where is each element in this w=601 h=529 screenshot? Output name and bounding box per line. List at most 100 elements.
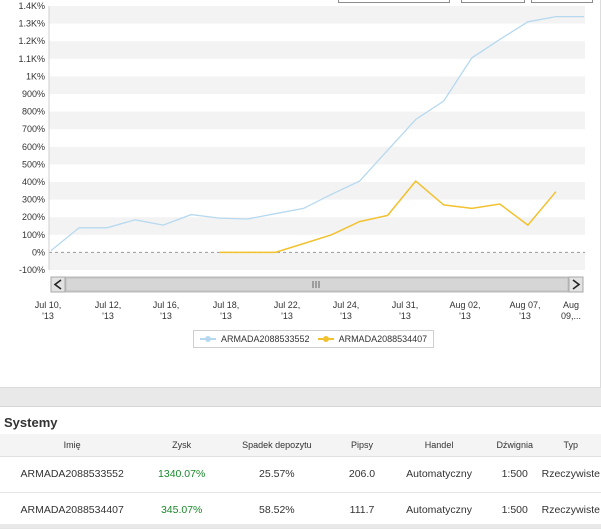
- zoom-button[interactable]: [461, 0, 525, 3]
- x-tick-label: Aug 02, '13: [449, 300, 480, 321]
- y-tick-label: 100%: [22, 230, 45, 240]
- series-line-1[interactable]: [50, 15, 584, 252]
- plot-band: [49, 6, 585, 24]
- legend-label: ARMADA2088533552: [221, 334, 310, 344]
- plot-band: [49, 111, 585, 130]
- system-profit: 345.07%: [160, 504, 203, 516]
- x-tick-label-line: Jul 12,: [95, 300, 122, 310]
- system-profit: 1340.07%: [158, 468, 206, 480]
- system-name[interactable]: ARMADA2088533552: [20, 468, 124, 480]
- chart-legend: ARMADA2088533552 ARMADA2088534407: [193, 330, 435, 348]
- y-tick-label: -100%: [19, 265, 45, 275]
- y-tick-label: 200%: [22, 212, 45, 222]
- navigator-scrollbar[interactable]: [50, 276, 584, 293]
- y-tick-label: 1.4K%: [18, 1, 45, 11]
- column-header-leverage[interactable]: Dźwignia: [488, 434, 541, 457]
- column-header-type[interactable]: Typ: [540, 434, 601, 457]
- y-tick-label: 1.2K%: [18, 36, 45, 46]
- x-tick-label: Jul 24, '13: [333, 300, 360, 321]
- chevron-right-icon: [572, 279, 581, 290]
- y-tick-label: 300%: [22, 195, 45, 205]
- x-tick-label-line: '13: [459, 311, 471, 321]
- system-name[interactable]: ARMADA2088534407: [20, 504, 124, 516]
- x-tick-label-line: 09,...: [561, 311, 581, 321]
- x-tick-label-line: '13: [281, 311, 293, 321]
- legend-swatch-dot: [322, 336, 329, 342]
- system-type: Rzeczywiste: [541, 504, 600, 516]
- scroll-thumb[interactable]: [65, 277, 569, 292]
- systems-panel: Systemy Imię Zysk Spadek depozytu Pipsy …: [0, 406, 601, 528]
- y-tick-label: 1K%: [26, 71, 45, 81]
- y-tick-label: 1.1K%: [18, 54, 45, 64]
- column-header-pips[interactable]: Pipsy: [334, 434, 390, 457]
- x-tick-label-line: Jul 18,: [213, 300, 240, 310]
- series-line-2[interactable]: [219, 180, 557, 254]
- system-pips: 111.7: [349, 504, 375, 516]
- y-tick-label: 600%: [22, 142, 45, 152]
- system-trading: Automatyczny: [406, 504, 473, 516]
- x-tick-label-line: Aug: [563, 300, 579, 310]
- x-tick-label: Jul 16, '13: [153, 300, 180, 321]
- plot-band: [49, 252, 585, 270]
- x-tick-label-line: '13: [340, 311, 352, 321]
- x-tick-label: Jul 22, '13: [274, 300, 301, 321]
- x-tick-label-line: '13: [220, 311, 232, 321]
- x-tick-label-line: Jul 10,: [35, 300, 62, 310]
- x-tick-label-line: '13: [160, 311, 172, 321]
- chart-panel: 1.4K% 1.3K% 1.2K% 1.1K% 1K% 900% 800% 700% 600% 5…: [0, 0, 601, 388]
- system-pips: 206.0: [348, 468, 376, 480]
- plot-band: [49, 182, 585, 200]
- plot-band: [49, 146, 585, 165]
- chevron-left-icon: [53, 279, 62, 290]
- growth-chart: 1.4K% 1.3K% 1.2K% 1.1K% 1K% 900% 800% 700% 600% 5…: [18, 1, 585, 321]
- scroll-left-button[interactable]: [50, 276, 66, 293]
- x-tick-label-line: Jul 31,: [392, 300, 419, 310]
- y-axis: 1.4K% 1.3K% 1.2K% 1.1K% 1K% 900% 800% 700% 600% 5…: [18, 1, 45, 275]
- systems-table: Imię Zysk Spadek depozytu Pipsy Handel D…: [0, 434, 601, 529]
- y-tick-label: 800%: [22, 107, 45, 117]
- series-lines: [50, 15, 584, 254]
- legend-item-series-2[interactable]: ARMADA2088534407: [317, 334, 428, 344]
- column-header-trading[interactable]: Handel: [389, 434, 489, 457]
- legend-item-series-1[interactable]: ARMADA2088533552: [200, 334, 310, 344]
- series-2-marker-icon: [317, 335, 334, 343]
- x-tick-label-line: '13: [399, 311, 411, 321]
- x-tick-label-line: Jul 22,: [274, 300, 301, 310]
- plot-band: [49, 76, 585, 94]
- system-leverage: 1:500: [501, 468, 528, 480]
- x-tick-label: Aug 09,...: [561, 300, 581, 321]
- legend-label: ARMADA2088534407: [338, 334, 428, 344]
- section-title: Systemy: [4, 415, 58, 430]
- x-tick-label: Jul 31, '13: [392, 300, 419, 321]
- x-tick-label-line: Aug 02,: [449, 300, 480, 310]
- column-header-profit[interactable]: Zysk: [144, 434, 219, 457]
- column-header-drawdown[interactable]: Spadek depozytu: [218, 434, 335, 457]
- x-tick-label-line: Jul 24,: [333, 300, 360, 310]
- legend-swatch-dot: [205, 336, 211, 342]
- plot-band: [49, 41, 585, 59]
- system-type: Rzeczywiste: [541, 468, 600, 480]
- grip-icon: [312, 281, 320, 288]
- x-tick-label: Jul 10, '13: [35, 300, 62, 321]
- table-row[interactable]: ARMADA2088533552 1340.07% 25.57% 206.0 A…: [0, 456, 601, 492]
- scroll-right-button[interactable]: [568, 276, 584, 293]
- table-header-row: Imię Zysk Spadek depozytu Pipsy Handel D…: [0, 434, 601, 457]
- y-tick-label: 500%: [22, 159, 45, 169]
- x-tick-label-line: '13: [102, 311, 114, 321]
- plot-bands: [48, 6, 585, 270]
- system-drawdown: 25.57%: [259, 468, 295, 480]
- system-drawdown: 58.52%: [259, 504, 295, 516]
- x-tick-label-line: '13: [42, 311, 54, 321]
- column-header-name[interactable]: Imię: [0, 434, 145, 457]
- x-tick-label-line: Aug 07,: [509, 300, 540, 310]
- range-selector-button[interactable]: [338, 0, 450, 3]
- y-tick-label: 900%: [22, 89, 45, 99]
- y-tick-label: 0%: [32, 247, 45, 257]
- series-1-marker-icon: [200, 335, 216, 343]
- y-tick-label: 1.3K%: [18, 19, 45, 29]
- export-button[interactable]: [531, 0, 593, 3]
- x-tick-label: Aug 07, '13: [509, 300, 540, 321]
- plot-band: [49, 217, 585, 235]
- y-tick-label: 400%: [22, 177, 45, 187]
